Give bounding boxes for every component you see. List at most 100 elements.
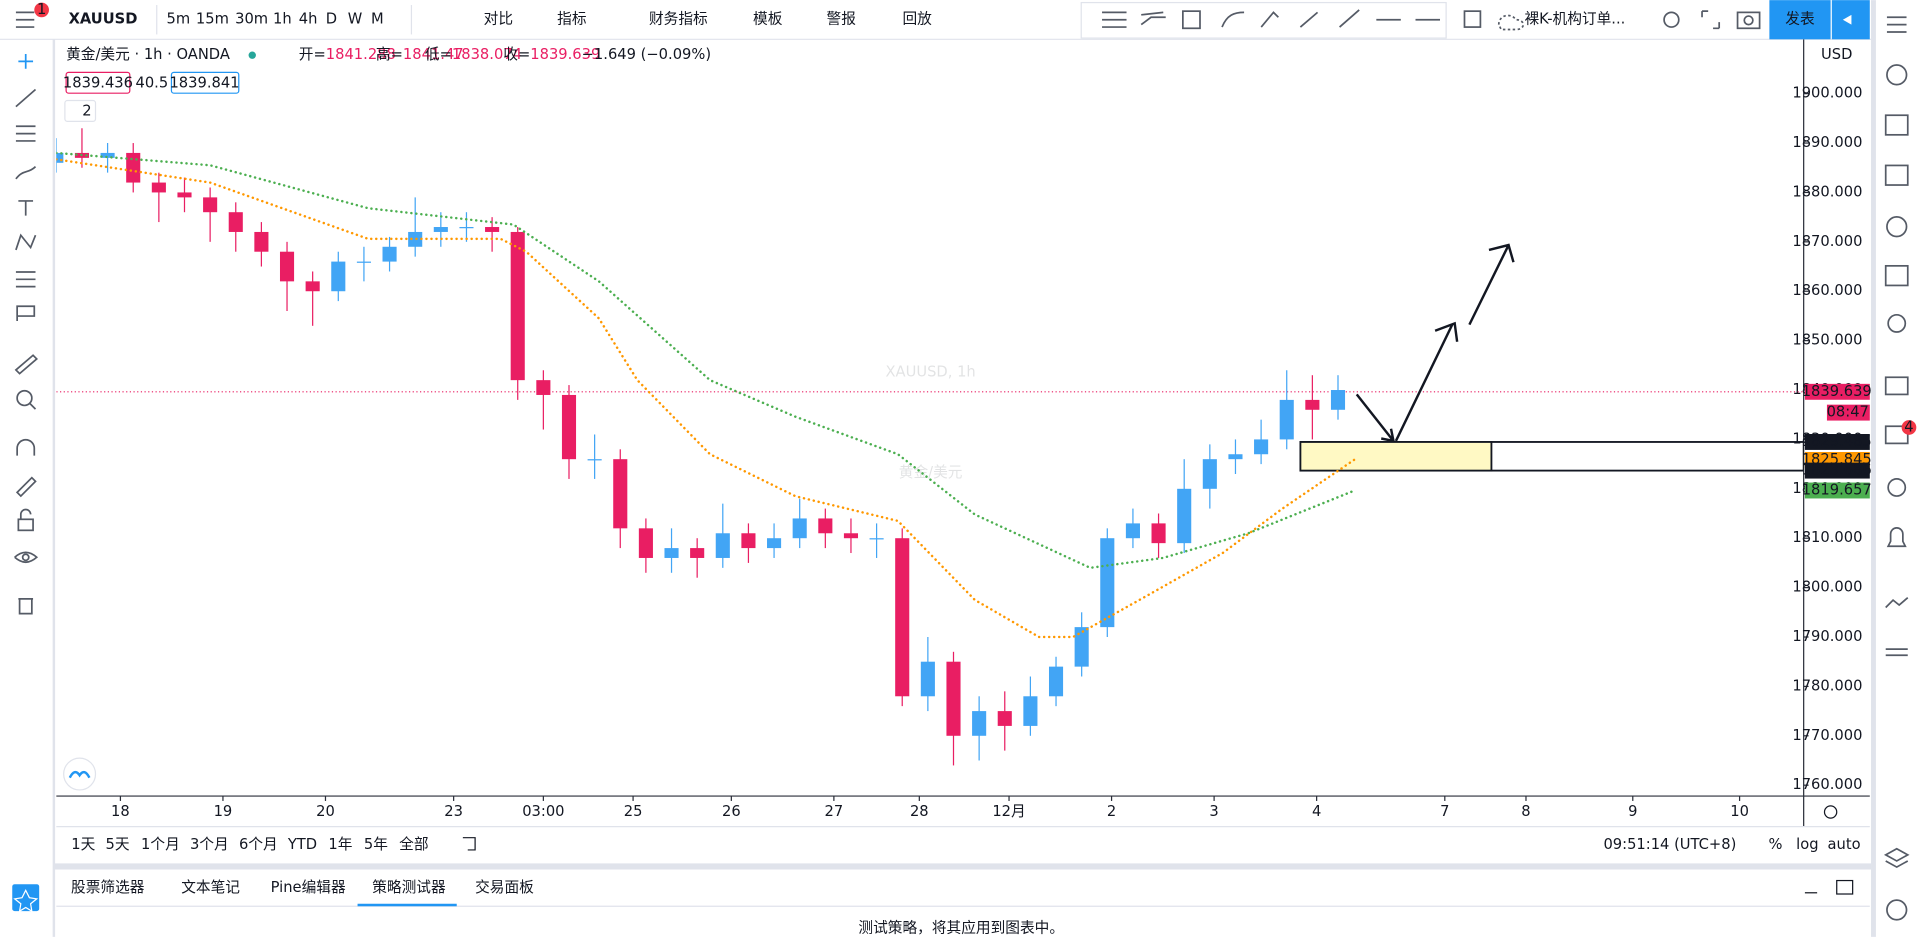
range-button[interactable]: YTD xyxy=(287,836,317,853)
left-tool-icons[interactable] xyxy=(14,54,39,615)
panel-tab[interactable]: Pine编辑器 xyxy=(271,879,346,896)
watchlist-button[interactable] xyxy=(12,884,40,912)
range-button[interactable]: 全部 xyxy=(399,835,428,853)
candle-body xyxy=(1100,538,1115,628)
candle-body xyxy=(869,538,884,540)
menu-icon[interactable] xyxy=(15,11,35,28)
ohlc-item: 低=1838.074 xyxy=(425,46,522,63)
candle-body xyxy=(972,711,987,736)
interval-button[interactable]: M xyxy=(371,11,384,28)
candle-body xyxy=(561,394,577,460)
interval-button[interactable]: D xyxy=(326,11,337,28)
candle-body xyxy=(895,538,910,697)
chart-layer: XAUUSD, 1h 黄金/美元 1760.000 1770.000 1780.000 1… xyxy=(56,46,1872,820)
panel-separator xyxy=(53,863,1872,870)
interval-button[interactable]: 30m xyxy=(235,11,268,28)
y-tick-label: 1870.000 xyxy=(1792,233,1862,250)
price-tag xyxy=(1804,434,1870,450)
panel-tab[interactable]: 股票筛选器 xyxy=(71,879,145,896)
range-button[interactable]: 1年 xyxy=(328,836,352,853)
y-tick-label: 1770.000 xyxy=(1792,727,1862,744)
moving-average-line xyxy=(56,151,1357,570)
candle-body xyxy=(1023,696,1038,726)
maximize-icon[interactable] xyxy=(1836,879,1854,895)
interval-button[interactable]: 15m xyxy=(196,11,229,28)
candle-body xyxy=(151,182,166,193)
interval-button[interactable]: 1h xyxy=(273,11,292,28)
range-button[interactable]: 1个月 xyxy=(141,836,180,853)
candle-body xyxy=(510,231,525,381)
candle-body xyxy=(1254,439,1269,455)
price-tag xyxy=(1804,462,1870,479)
toolbar-button[interactable]: 警报 xyxy=(827,11,857,28)
ohlc-label: 开= xyxy=(299,46,326,63)
interval-button[interactable]: 5m xyxy=(167,11,191,28)
candle-body xyxy=(818,518,833,534)
scale-option[interactable]: % xyxy=(1769,836,1783,853)
range-button[interactable]: 5年 xyxy=(364,836,388,853)
candle-body xyxy=(228,212,243,232)
candle-body xyxy=(100,152,115,158)
ask-price: 1839.841 xyxy=(169,74,239,91)
goto-date-icon[interactable] xyxy=(462,837,476,851)
candle-body xyxy=(613,459,628,529)
candle-body xyxy=(1202,459,1217,489)
scale-option[interactable]: auto xyxy=(1828,836,1861,853)
candle-body xyxy=(997,711,1012,726)
candle-body xyxy=(1177,488,1192,544)
scale-option[interactable]: log xyxy=(1796,836,1818,853)
menu-badge xyxy=(34,2,49,18)
symbol[interactable]: XAUUSD xyxy=(69,11,138,28)
candle-body xyxy=(920,661,935,697)
candle-body xyxy=(356,261,371,263)
x-tick-label: 8 xyxy=(1521,803,1530,820)
y-tick-label: 1810.000 xyxy=(1792,529,1862,546)
countdown-tag xyxy=(1826,404,1870,421)
candle-body xyxy=(741,533,756,549)
range-button[interactable]: 6个月 xyxy=(239,836,278,853)
publish-label[interactable]: 发表 xyxy=(1785,11,1815,28)
panel-tab[interactable]: 文本笔记 xyxy=(181,879,240,896)
ask-box[interactable] xyxy=(170,71,240,94)
candle-body xyxy=(664,548,679,558)
legend-title: 黄金/美元 · 1h · OANDA xyxy=(66,46,230,63)
settings-icon[interactable] xyxy=(1823,805,1838,819)
price-tag xyxy=(1804,383,1870,400)
logo-icon xyxy=(68,770,91,779)
ohlc-value: 1841.47 xyxy=(403,46,464,63)
x-tick-label: 9 xyxy=(1628,803,1637,820)
candle-body xyxy=(946,661,961,736)
candle-body xyxy=(305,281,320,292)
price-tag-label: 1839.639 xyxy=(1802,383,1872,400)
y-tick-label: 1760.000 xyxy=(1792,776,1862,793)
toolbar-button[interactable]: 模板 xyxy=(753,10,783,28)
layout-name[interactable]: 裸K-机构订单... xyxy=(1524,11,1625,28)
interval-button[interactable]: W xyxy=(348,11,363,28)
y-tick-label: 1790.000 xyxy=(1792,628,1862,645)
candle-body xyxy=(126,152,141,183)
toolbar-button[interactable]: 回放 xyxy=(902,11,932,28)
interval-button[interactable]: 4h xyxy=(299,11,318,28)
panel-tab[interactable]: 策略测试器 xyxy=(372,879,446,896)
range-button[interactable]: 5天 xyxy=(106,836,130,853)
publish-button[interactable] xyxy=(1769,0,1831,40)
candle-body xyxy=(408,231,423,247)
toolbar-button[interactable]: 财务指标 xyxy=(649,11,708,28)
candle-body xyxy=(1125,523,1140,539)
range-button[interactable]: 3个月 xyxy=(190,836,229,853)
x-tick-label: 12月 xyxy=(992,803,1025,820)
toolbar-button[interactable]: 指标 xyxy=(557,11,587,28)
y-tick-label: 1890.000 xyxy=(1792,134,1862,151)
collapse-box[interactable] xyxy=(64,99,97,122)
right-sidebar-icons[interactable] xyxy=(1883,16,1910,921)
candle-body xyxy=(1074,627,1089,667)
panel-tab[interactable]: 交易面板 xyxy=(475,878,534,896)
drawing-tool-icons[interactable] xyxy=(1102,9,1761,31)
x-tick-label: 2 xyxy=(1107,803,1116,820)
bid-box[interactable] xyxy=(65,71,131,94)
range-button[interactable]: 1天 xyxy=(71,836,95,853)
candle-body xyxy=(843,533,859,539)
x-tick-label: 10 xyxy=(1730,803,1749,820)
price-tag-label: 1829.485 xyxy=(1802,433,1872,450)
toolbar-button[interactable]: 对比 xyxy=(484,11,513,28)
